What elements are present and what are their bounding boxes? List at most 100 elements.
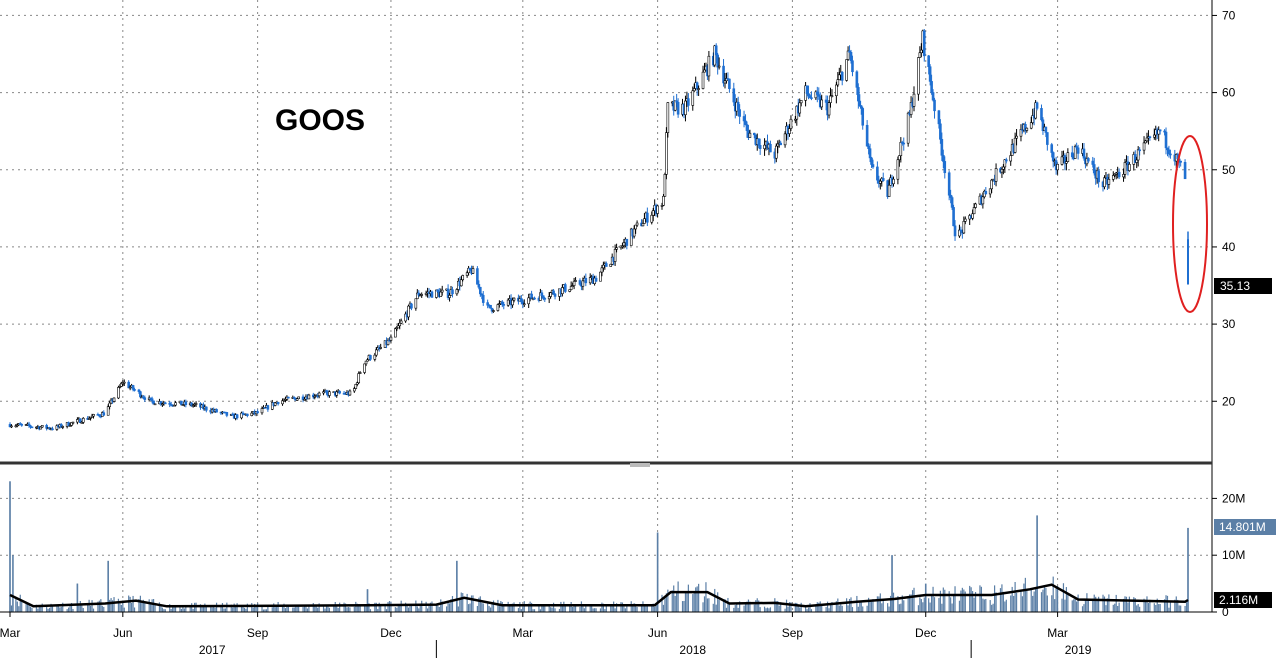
volume-bar bbox=[614, 608, 616, 612]
candle-body bbox=[676, 101, 680, 115]
volume-bar bbox=[706, 598, 709, 612]
volume-tick-label: 10M bbox=[1222, 548, 1245, 562]
candle-body bbox=[837, 74, 841, 80]
year-label: 2018 bbox=[679, 643, 706, 657]
candle-body bbox=[578, 280, 582, 285]
candle-body bbox=[297, 396, 300, 400]
candle-body bbox=[348, 390, 352, 396]
volume-bar bbox=[500, 601, 502, 612]
volume-tick-label: 0 bbox=[1222, 605, 1229, 619]
candle-body bbox=[1153, 134, 1156, 138]
volume-bar bbox=[224, 608, 226, 612]
volume-bar bbox=[718, 600, 720, 612]
candle-body bbox=[561, 287, 564, 295]
volume-bar bbox=[1155, 605, 1157, 612]
volume-bar bbox=[1122, 598, 1125, 612]
volume-bar bbox=[1024, 577, 1026, 612]
volume-bar bbox=[230, 604, 232, 612]
volume-bar bbox=[25, 602, 27, 612]
candle-body bbox=[1164, 131, 1168, 149]
volume-bar bbox=[284, 608, 287, 612]
candle-body bbox=[61, 426, 65, 428]
volume-bar bbox=[640, 606, 643, 612]
volume-bar bbox=[1159, 603, 1161, 612]
candle-body bbox=[643, 218, 646, 224]
volume-bar bbox=[158, 602, 161, 612]
candle-body bbox=[609, 263, 613, 267]
volume-bar bbox=[407, 607, 410, 612]
candle-body bbox=[865, 124, 869, 147]
volume-bar bbox=[725, 607, 728, 612]
volume-bar bbox=[749, 601, 751, 612]
candle-body bbox=[981, 196, 985, 205]
volume-bar bbox=[531, 602, 533, 612]
candle-body bbox=[1187, 239, 1189, 285]
candle-body bbox=[164, 402, 167, 405]
volume-spike bbox=[107, 560, 109, 612]
volume-bar bbox=[333, 605, 335, 612]
candle-body bbox=[663, 174, 667, 197]
candle-body bbox=[917, 57, 920, 95]
candle-body bbox=[732, 88, 736, 103]
volume-bar bbox=[878, 596, 880, 612]
candle-body bbox=[939, 123, 942, 140]
volume-spike bbox=[924, 583, 927, 612]
volume-bar bbox=[744, 604, 747, 612]
volume-bar bbox=[870, 601, 873, 612]
volume-bar bbox=[933, 597, 936, 612]
volume-bar bbox=[199, 604, 202, 612]
volume-bar bbox=[117, 598, 120, 612]
volume-bar bbox=[1096, 600, 1098, 612]
volume-tick-label: 20M bbox=[1222, 491, 1245, 505]
volume-bar bbox=[539, 609, 541, 612]
volume-bar bbox=[202, 607, 205, 612]
candle-body bbox=[1050, 144, 1054, 153]
volume-bar bbox=[794, 602, 796, 612]
volume-bar bbox=[917, 605, 920, 612]
volume-bar bbox=[1127, 602, 1129, 612]
volume-bar bbox=[318, 603, 320, 612]
volume-bar bbox=[777, 600, 779, 612]
volume-bar bbox=[671, 590, 673, 612]
volume-bar bbox=[150, 604, 152, 612]
volume-bar bbox=[47, 608, 49, 612]
volume-bar bbox=[879, 593, 881, 612]
volume-bar bbox=[151, 599, 153, 612]
volume-bar bbox=[780, 602, 782, 612]
volume-bar bbox=[293, 607, 295, 612]
volume-bar bbox=[404, 602, 407, 612]
volume-bar bbox=[1102, 594, 1104, 612]
volume-bar bbox=[1052, 576, 1054, 612]
volume-bar bbox=[970, 587, 972, 612]
volume-bar bbox=[621, 602, 624, 612]
volume-bar bbox=[642, 601, 644, 612]
volume-bar bbox=[1021, 596, 1024, 612]
candle-body bbox=[742, 116, 746, 122]
last-volume-badge: 14.801M bbox=[1214, 519, 1276, 535]
candle-body bbox=[354, 383, 358, 389]
volume-bar bbox=[262, 609, 265, 612]
volume-bar bbox=[815, 605, 817, 612]
candle-body bbox=[635, 222, 639, 226]
volume-bar bbox=[1042, 589, 1044, 612]
volume-bar bbox=[271, 607, 273, 612]
volume-bar bbox=[368, 603, 370, 612]
volume-bar bbox=[322, 606, 325, 612]
candle-body bbox=[374, 349, 378, 356]
volume-bar bbox=[866, 605, 868, 612]
candle-body bbox=[918, 52, 922, 58]
panel-resize-handle[interactable] bbox=[630, 463, 650, 467]
candle-body bbox=[476, 268, 479, 285]
candle-body bbox=[947, 172, 951, 196]
volume-bar bbox=[676, 593, 678, 612]
volume-bar bbox=[469, 603, 471, 612]
candle-body bbox=[1158, 129, 1162, 132]
volume-bar bbox=[573, 605, 575, 612]
volume-bar bbox=[982, 598, 984, 612]
candle-body bbox=[691, 90, 695, 106]
volume-bar bbox=[654, 606, 656, 612]
volume-bar bbox=[111, 600, 114, 612]
candle-body bbox=[1138, 149, 1141, 152]
candle-body bbox=[338, 391, 341, 394]
volume-bar bbox=[544, 605, 546, 612]
